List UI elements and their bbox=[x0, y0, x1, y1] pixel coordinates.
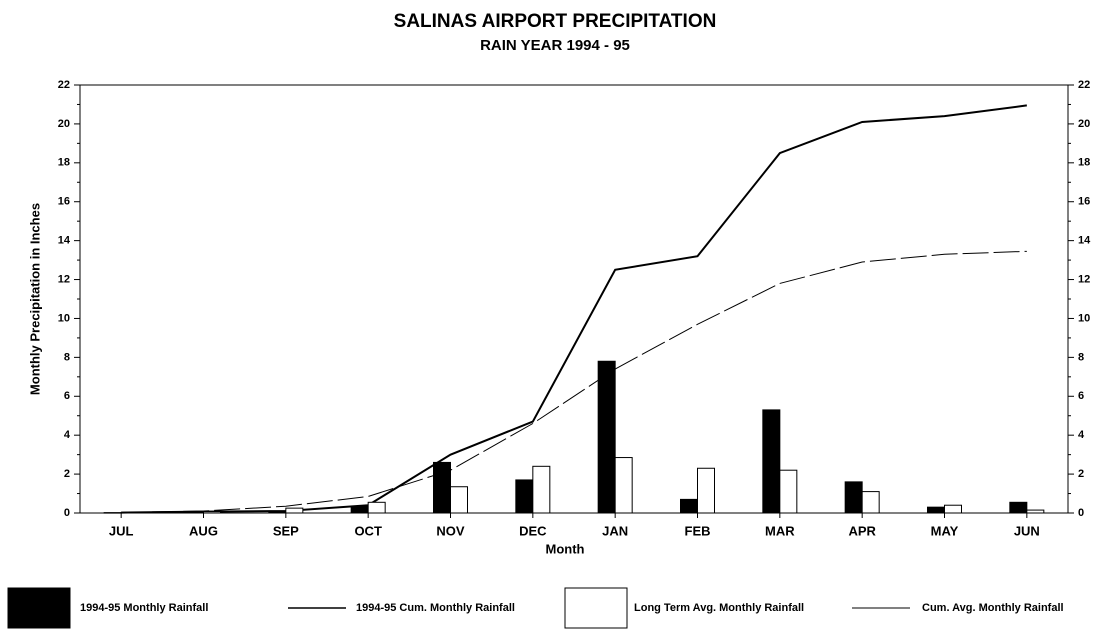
y-axis-label: Monthly Precipitation in Inches bbox=[27, 203, 42, 395]
bar bbox=[450, 486, 468, 514]
bar bbox=[1009, 501, 1028, 514]
y2-tick-label: 10 bbox=[1078, 312, 1090, 324]
x-tick-label: JUN bbox=[1014, 523, 1040, 538]
y2-tick-label: 16 bbox=[1078, 196, 1090, 208]
y-tick-label: 14 bbox=[58, 235, 71, 247]
y2-tick-label: 18 bbox=[1078, 157, 1090, 169]
y-tick-label: 20 bbox=[58, 118, 70, 130]
y2-tick-label: 14 bbox=[1078, 235, 1091, 247]
y2-tick-label: 6 bbox=[1078, 390, 1084, 402]
bar bbox=[203, 511, 221, 514]
legend-label: Long Term Avg. Monthly Rainfall bbox=[634, 602, 804, 614]
x-tick-label: MAR bbox=[765, 523, 795, 538]
bar bbox=[103, 512, 122, 514]
bar bbox=[762, 409, 781, 514]
bar bbox=[433, 461, 451, 514]
y-tick-label: 12 bbox=[58, 273, 70, 285]
y2-tick-label: 12 bbox=[1078, 273, 1090, 285]
legend-swatch bbox=[7, 587, 71, 629]
bar bbox=[944, 504, 962, 514]
x-tick-label: MAY bbox=[931, 523, 959, 538]
legend-label: 1994-95 Cum. Monthly Rainfall bbox=[356, 602, 515, 614]
y2-tick-label: 20 bbox=[1078, 118, 1090, 130]
y-tick-label: 6 bbox=[64, 390, 70, 402]
y-tick-label: 18 bbox=[58, 157, 70, 169]
bar bbox=[597, 360, 616, 514]
chart-title: SALINAS AIRPORT PRECIPITATION bbox=[394, 11, 717, 32]
bar bbox=[680, 498, 698, 514]
chart-subtitle: RAIN YEAR 1994 - 95 bbox=[480, 37, 630, 54]
y-tick-label: 2 bbox=[64, 468, 70, 480]
y2-tick-label: 22 bbox=[1078, 79, 1090, 91]
bar bbox=[861, 491, 880, 514]
x-tick-label: JAN bbox=[602, 523, 628, 538]
legend-label: Cum. Avg. Monthly Rainfall bbox=[922, 602, 1064, 614]
bar bbox=[614, 457, 633, 514]
legend-swatch bbox=[564, 587, 628, 629]
x-tick-label: AUG bbox=[189, 523, 218, 538]
bar bbox=[1026, 509, 1045, 514]
line bbox=[121, 104, 1027, 514]
y-tick-label: 8 bbox=[64, 351, 70, 363]
bar bbox=[927, 506, 945, 514]
x-tick-label: FEB bbox=[685, 523, 711, 538]
bar bbox=[779, 469, 798, 514]
y2-tick-label: 2 bbox=[1078, 468, 1084, 480]
x-tick-label: DEC bbox=[519, 523, 547, 538]
x-axis-label: Month bbox=[546, 541, 585, 556]
x-tick-label: APR bbox=[848, 523, 876, 538]
legend-label: 1994-95 Monthly Rainfall bbox=[80, 602, 208, 614]
y-tick-label: 10 bbox=[58, 312, 70, 324]
x-tick-label: JUL bbox=[109, 523, 134, 538]
bar bbox=[532, 465, 551, 514]
bar bbox=[697, 467, 715, 514]
bar bbox=[844, 481, 863, 514]
bar bbox=[285, 507, 304, 514]
y2-tick-label: 0 bbox=[1078, 507, 1084, 519]
y-tick-label: 4 bbox=[64, 429, 71, 441]
x-tick-label: SEP bbox=[273, 523, 299, 538]
line bbox=[121, 250, 1027, 513]
plot-frame bbox=[79, 84, 1069, 514]
x-tick-label: OCT bbox=[354, 523, 382, 538]
y2-tick-label: 8 bbox=[1078, 351, 1084, 363]
y-tick-label: 22 bbox=[58, 79, 70, 91]
y-tick-label: 16 bbox=[58, 196, 70, 208]
y2-tick-label: 4 bbox=[1078, 429, 1085, 441]
bar bbox=[515, 479, 534, 514]
x-tick-label: NOV bbox=[436, 523, 465, 538]
y-tick-label: 0 bbox=[64, 507, 70, 519]
bar bbox=[367, 501, 386, 514]
